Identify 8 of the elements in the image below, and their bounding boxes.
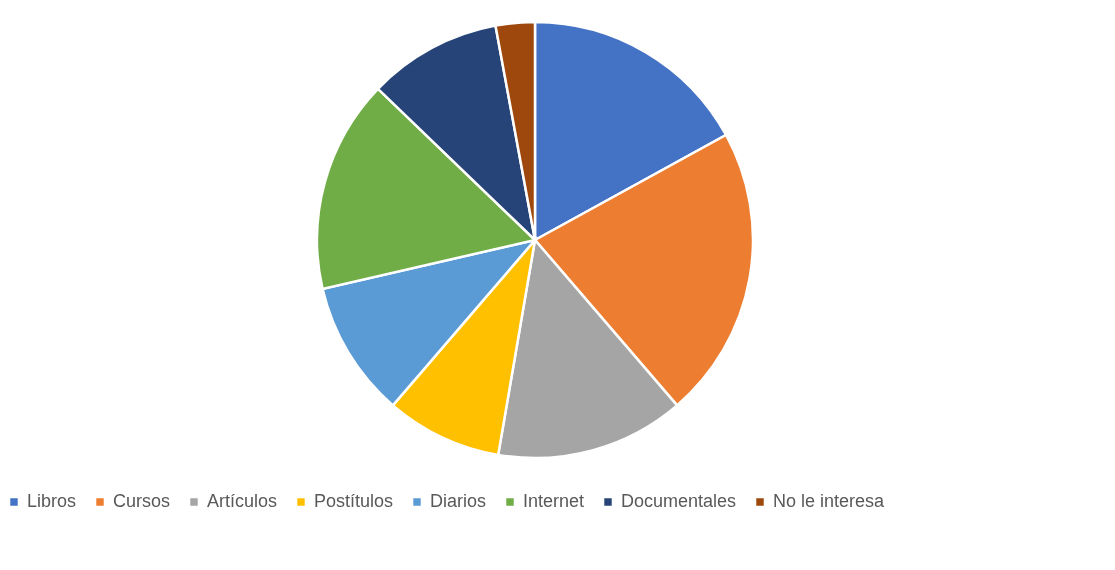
- legend-label: No le interesa: [773, 491, 886, 511]
- legend-label: Diarios: [430, 491, 487, 511]
- legend-label: Postítulos: [314, 491, 394, 511]
- legend-label: Cursos: [113, 491, 171, 511]
- legend-label: Internet: [523, 491, 585, 511]
- legend-label: Libros: [27, 491, 77, 511]
- legend-label: Artículos: [207, 491, 278, 511]
- legend-label: Documentales: [621, 491, 737, 511]
